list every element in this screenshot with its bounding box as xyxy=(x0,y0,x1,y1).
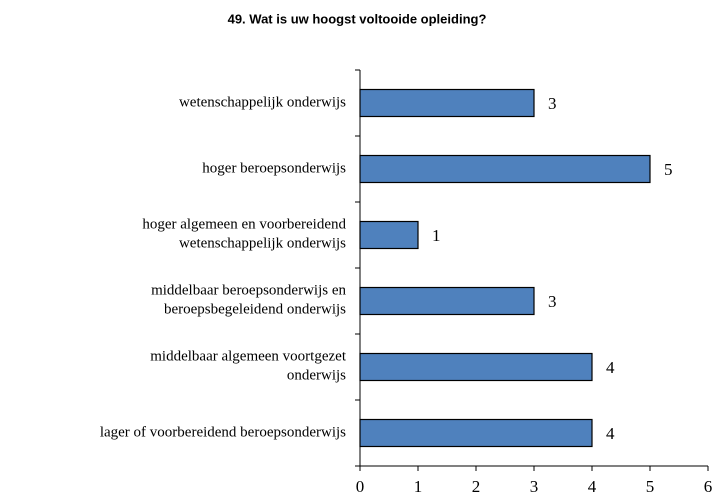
value-label: 1 xyxy=(432,226,441,245)
y-tick-label: hoger beroepsonderwijs xyxy=(202,160,346,176)
chart-title: 49. Wat is uw hoogst voltooide opleiding… xyxy=(228,11,487,26)
x-tick-label: 3 xyxy=(530,477,539,496)
value-label: 4 xyxy=(606,358,615,377)
x-tick-label: 4 xyxy=(588,477,597,496)
value-label: 3 xyxy=(548,292,557,311)
value-label: 3 xyxy=(548,94,557,113)
x-tick-label: 1 xyxy=(414,477,423,496)
y-tick-label: middelbaar algemeen voortgezet onderwijs xyxy=(150,349,347,384)
bar xyxy=(359,88,535,118)
y-tick-label: wetenschappelijk onderwijs xyxy=(179,94,346,110)
x-tick-label: 6 xyxy=(704,477,713,496)
x-tick-label: 2 xyxy=(472,477,481,496)
x-tick-label: 5 xyxy=(646,477,655,496)
bar xyxy=(359,220,419,250)
y-tick-label: lager of voorbereidend beroepsonderwijs xyxy=(100,424,346,440)
y-tick-label: middelbaar beroepsonderwijs en beroepsbeg… xyxy=(151,283,346,318)
y-tick-label: hoger algemeen en voorbereidend wetenscha… xyxy=(142,217,346,252)
value-label: 4 xyxy=(606,424,615,443)
bar xyxy=(359,154,651,184)
bar xyxy=(359,352,593,382)
value-label: 5 xyxy=(664,160,673,179)
bar xyxy=(359,286,535,316)
bar xyxy=(359,418,593,448)
x-tick-label: 0 xyxy=(356,477,365,496)
